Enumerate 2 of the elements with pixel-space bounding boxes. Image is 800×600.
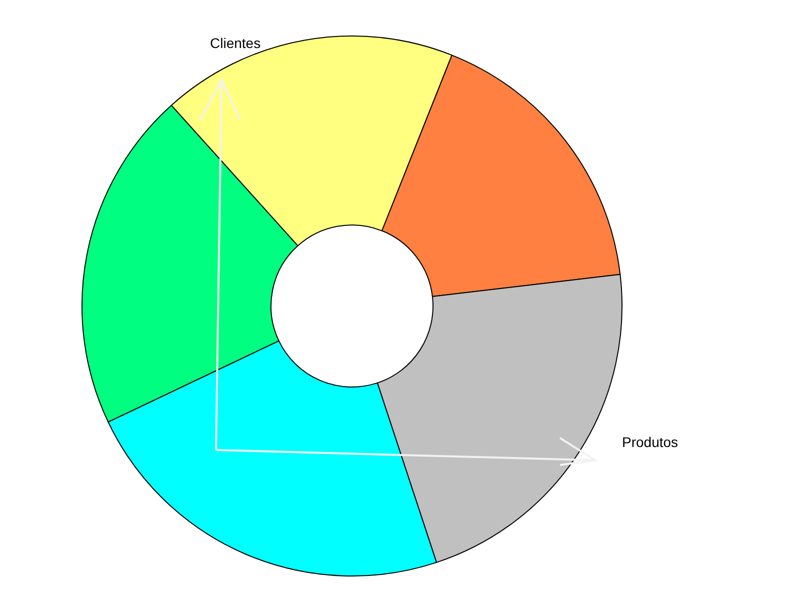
text: Produtos bbox=[622, 434, 678, 450]
text: Clientes bbox=[210, 35, 261, 51]
